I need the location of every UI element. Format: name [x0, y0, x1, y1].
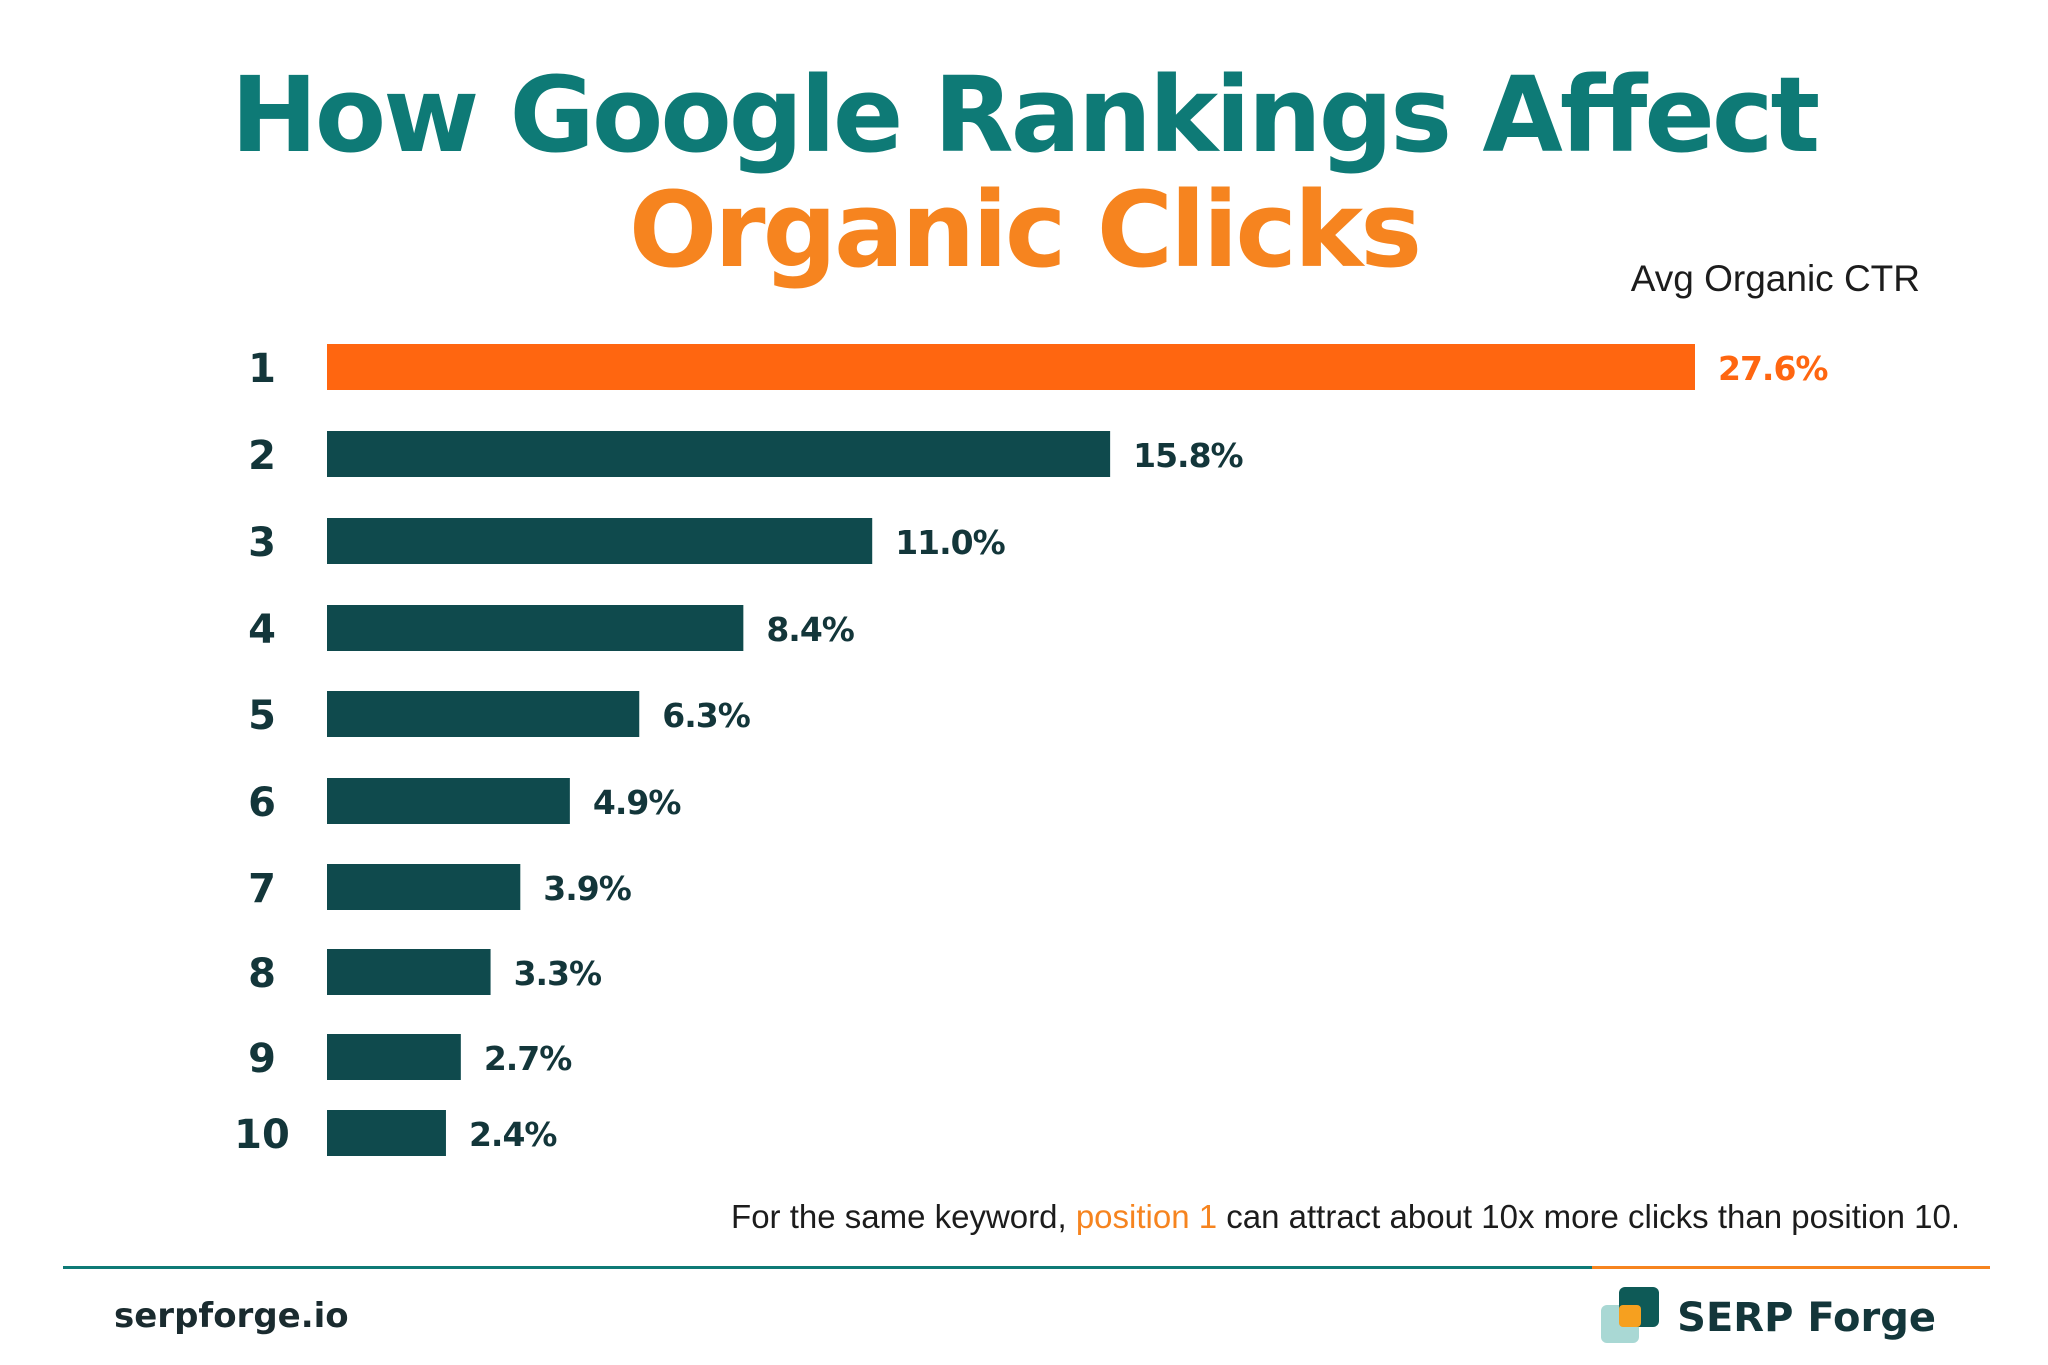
chart-title: How Google Rankings Affect Organic Click… — [0, 58, 2048, 288]
category-label: 6 — [248, 780, 276, 826]
category-label: 2 — [248, 433, 276, 479]
brand: SERP Forge — [1601, 1286, 1936, 1350]
title-part-2: Organic Clicks — [628, 169, 1422, 291]
data-label: 8.4% — [766, 610, 854, 649]
bar — [327, 949, 491, 995]
bar — [327, 1110, 446, 1156]
bar-chart: 1 27.6% 2 15.8% 3 11.0% 4 8.4% 5 6.3% 6 4.9% 7 3.9% 8 3… — [234, 344, 1829, 1158]
bar — [327, 431, 1111, 477]
chart-note: For the same keyword, position 1 can att… — [731, 1198, 1960, 1236]
category-label: 5 — [248, 693, 276, 739]
data-label: 4.9% — [593, 783, 681, 822]
data-label: 2.4% — [469, 1115, 557, 1154]
data-label: 3.3% — [514, 954, 602, 993]
bar — [327, 605, 744, 651]
category-label: 1 — [248, 346, 276, 392]
brand-name: SERP Forge — [1677, 1295, 1936, 1341]
note-text-after: can attract about 10x more clicks than p… — [1217, 1198, 1960, 1235]
data-label: 27.6% — [1718, 349, 1828, 388]
category-label: 10 — [234, 1112, 290, 1158]
bar — [327, 864, 521, 910]
category-label: 7 — [248, 866, 276, 912]
bar — [327, 1034, 461, 1080]
bar — [327, 778, 570, 824]
title-part-1: How Google Rankings Affect — [230, 54, 1820, 176]
category-label: 9 — [248, 1036, 276, 1082]
value-axis-label: Avg Organic CTR — [1630, 258, 1920, 299]
bar — [327, 518, 873, 564]
bar — [327, 691, 640, 737]
data-label: 11.0% — [895, 523, 1005, 562]
data-label: 15.8% — [1133, 436, 1243, 475]
category-label: 4 — [248, 607, 276, 653]
data-label: 6.3% — [662, 696, 750, 735]
footer-divider-teal — [63, 1266, 1592, 1269]
category-label: 8 — [248, 951, 276, 997]
note-highlight: position 1 — [1075, 1198, 1218, 1235]
category-label: 3 — [248, 520, 276, 566]
data-label: 3.9% — [543, 869, 631, 908]
stacked-squares-logo-icon — [1601, 1287, 1663, 1349]
site-url: serpforge.io — [114, 1296, 349, 1336]
bar-highlight — [327, 344, 1695, 390]
note-text-before: For the same keyword, — [731, 1198, 1076, 1235]
data-label: 2.7% — [484, 1039, 572, 1078]
footer-divider-orange — [1592, 1266, 1990, 1269]
